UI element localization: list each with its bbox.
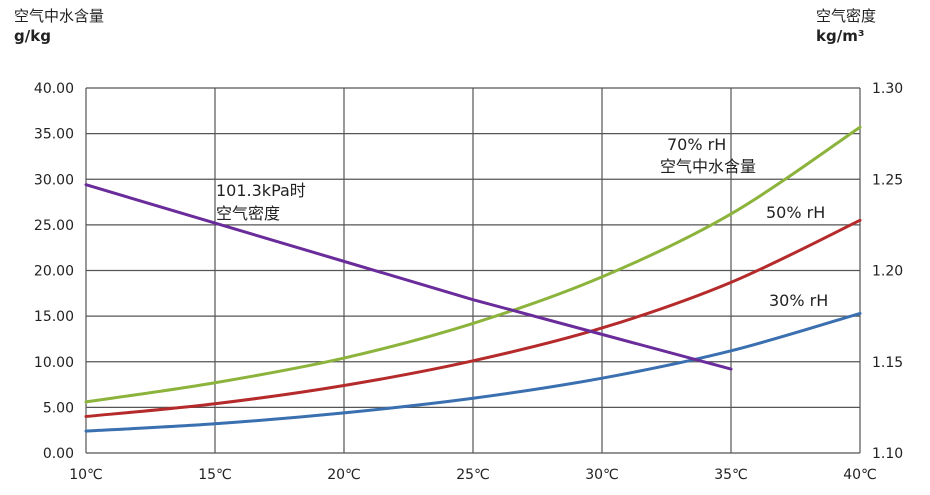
left-tick-label: 5.00 [43, 400, 74, 416]
left-tick-label: 15.00 [34, 309, 74, 325]
right-tick-label: 1.30 [872, 81, 903, 97]
right-tick-label: 1.20 [872, 264, 903, 280]
right-tick-label: 1.25 [872, 172, 903, 188]
right-tick-label: 1.15 [872, 355, 903, 371]
left-tick-label: 30.00 [34, 172, 74, 188]
series-line-70rh [84, 125, 862, 404]
series-label-50rh: 50% rH [766, 203, 825, 222]
left-tick-label: 20.00 [34, 264, 74, 280]
x-tick-label: 30℃ [585, 467, 619, 483]
right-axis-unit: kg/m³ [816, 27, 865, 45]
x-tick-label: 20℃ [327, 467, 361, 483]
series-label-air-density: 101.3kPa时 [216, 181, 306, 200]
left-tick-label: 25.00 [34, 218, 74, 234]
right-tick-label: 1.10 [872, 446, 903, 462]
x-tick-label: 10℃ [69, 467, 103, 483]
series-label-air-density-line2: 空气密度 [216, 204, 280, 223]
series-line-air-density [84, 183, 733, 371]
series-label-30rh: 30% rH [769, 291, 828, 310]
left-tick-label: 40.00 [34, 81, 74, 97]
left-tick-label: 10.00 [34, 355, 74, 371]
x-tick-label: 25℃ [456, 467, 490, 483]
series-line-30rh [84, 311, 862, 433]
left-tick-label: 0.00 [43, 446, 74, 462]
right-axis-title-line1: 空气密度 [816, 7, 877, 25]
x-tick-label: 15℃ [198, 467, 232, 483]
x-tick-label: 35℃ [714, 467, 748, 483]
series-label-70rh: 70% rH [667, 135, 726, 154]
x-tick-label: 40℃ [843, 467, 877, 483]
left-axis-unit: g/kg [14, 27, 51, 45]
series-line-50rh [84, 218, 862, 418]
left-axis-title: 空气中水含量 g/kg [14, 6, 104, 46]
left-axis-title-line1: 空气中水含量 [14, 7, 105, 25]
left-tick-label: 35.00 [34, 127, 74, 143]
series-label-70rh-line2: 空气中水含量 [660, 157, 756, 176]
right-axis-title: 空气密度 kg/m³ [816, 6, 876, 46]
